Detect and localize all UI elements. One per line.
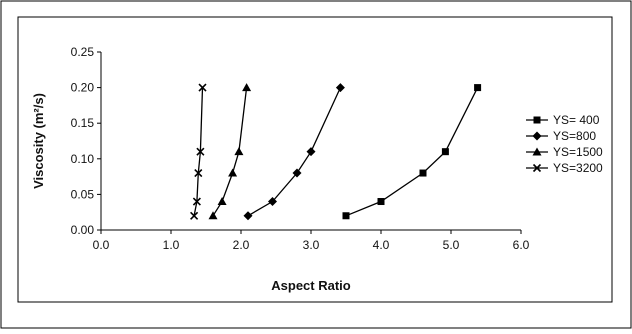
legend-marker (534, 117, 541, 124)
data-point (474, 84, 481, 91)
legend-label: YS= 400 (553, 113, 600, 127)
data-point (420, 170, 427, 177)
x-tick-label: 0.0 (93, 238, 110, 252)
data-point (442, 148, 449, 155)
legend-label: YS=3200 (553, 161, 603, 175)
y-tick-label: 0.05 (71, 187, 95, 201)
x-axis-title: Aspect Ratio (271, 278, 351, 293)
data-point (378, 198, 385, 205)
x-tick-label: 5.0 (443, 238, 460, 252)
x-tick-label: 1.0 (163, 238, 180, 252)
x-tick-label: 3.0 (303, 238, 320, 252)
x-tick-label: 2.0 (233, 238, 250, 252)
data-point (343, 212, 350, 219)
y-tick-label: 0.25 (71, 45, 95, 59)
legend-label: YS=1500 (553, 145, 603, 159)
y-axis-title: Viscosity (m²/s) (31, 93, 46, 189)
x-tick-label: 4.0 (373, 238, 390, 252)
y-tick-label: 0.10 (71, 152, 95, 166)
y-tick-label: 0.00 (71, 223, 95, 237)
x-tick-label: 6.0 (513, 238, 530, 252)
y-tick-label: 0.15 (71, 116, 95, 130)
y-tick-label: 0.20 (71, 81, 95, 95)
legend-label: YS=800 (553, 129, 596, 143)
